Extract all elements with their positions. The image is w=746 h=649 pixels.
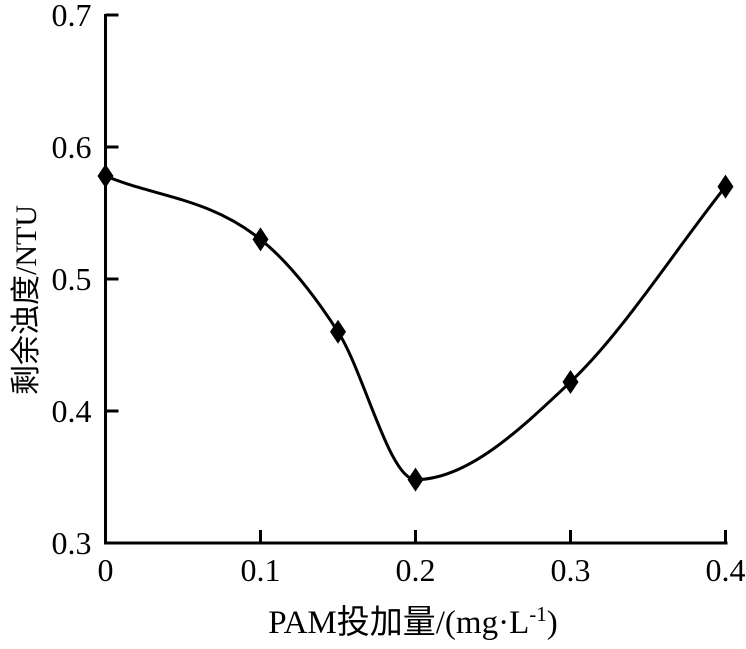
x-axis-title: PAM投加量/(mg·L-1): [268, 602, 557, 641]
x-tick-label: 0.4: [706, 552, 746, 588]
x-tick-label: 0.3: [551, 552, 591, 588]
labels-layer: 剩余浊度/NTU PAM投加量/(mg·L-1): [10, 205, 558, 641]
y-tick-label: 0.6: [52, 129, 92, 165]
x-tick-label: 0: [98, 552, 114, 588]
y-axis-title: 剩余浊度/NTU: [10, 205, 43, 395]
y-tick-label: 0.5: [52, 261, 92, 297]
y-tick-label: 0.7: [52, 0, 92, 33]
data-point-marker: [330, 319, 346, 344]
data-point-marker: [407, 467, 424, 492]
y-tick-label: 0.4: [52, 393, 92, 429]
y-tick-label: 0.3: [52, 525, 92, 561]
data-point-marker: [252, 227, 269, 252]
series-line: [104, 174, 727, 482]
series-layer: [97, 164, 734, 492]
axes-layer: 0.3 0.4 0.5 0.6 0.7 0 0.1 0.2 0.3 0.4: [52, 0, 746, 588]
x-tick-label: 0.2: [396, 552, 436, 588]
data-point-marker: [717, 174, 734, 199]
data-point-marker: [97, 164, 114, 189]
data-point-marker: [562, 369, 579, 394]
x-tick-label: 0.1: [241, 552, 281, 588]
